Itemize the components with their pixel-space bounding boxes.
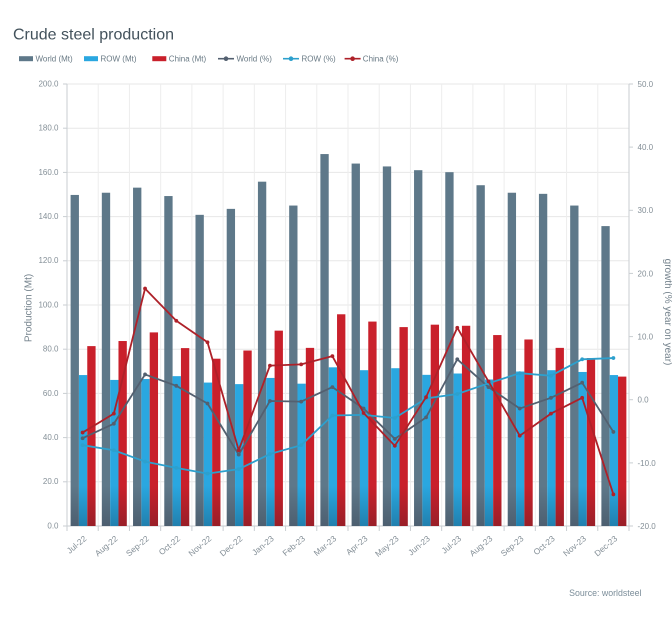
svg-text:20.0: 20.0 [638, 269, 654, 278]
svg-text:200.0: 200.0 [38, 79, 59, 88]
svg-text:50.0: 50.0 [638, 80, 654, 89]
svg-text:ROW (%): ROW (%) [302, 54, 337, 63]
svg-text:40.0: 40.0 [638, 143, 654, 152]
svg-text:120.0: 120.0 [38, 256, 59, 265]
svg-text:-10.0: -10.0 [638, 459, 657, 468]
svg-text:World (%): World (%) [237, 54, 273, 63]
svg-text:Source: worldsteel: Source: worldsteel [569, 588, 641, 598]
svg-text:growth (% year on year): growth (% year on year) [662, 259, 672, 366]
svg-text:180.0: 180.0 [38, 124, 59, 133]
svg-text:40.0: 40.0 [43, 433, 59, 442]
svg-text:China (Mt): China (Mt) [169, 54, 207, 63]
svg-text:10.0: 10.0 [638, 333, 654, 342]
svg-text:140.0: 140.0 [38, 212, 59, 221]
svg-text:80.0: 80.0 [43, 345, 59, 354]
svg-text:China (%): China (%) [363, 54, 399, 63]
svg-text:World (Mt): World (Mt) [36, 54, 74, 63]
svg-text:20.0: 20.0 [43, 477, 59, 486]
svg-text:Crude steel production: Crude steel production [13, 27, 174, 44]
svg-text:ROW (Mt): ROW (Mt) [101, 54, 137, 63]
svg-text:-20.0: -20.0 [638, 522, 657, 531]
svg-text:160.0: 160.0 [38, 168, 59, 177]
svg-text:0.0: 0.0 [47, 521, 59, 530]
svg-text:60.0: 60.0 [43, 389, 59, 398]
svg-text:Production (Mt): Production (Mt) [24, 274, 35, 342]
svg-text:0.0: 0.0 [638, 396, 650, 405]
svg-text:100.0: 100.0 [38, 300, 59, 309]
svg-text:30.0: 30.0 [638, 206, 654, 215]
